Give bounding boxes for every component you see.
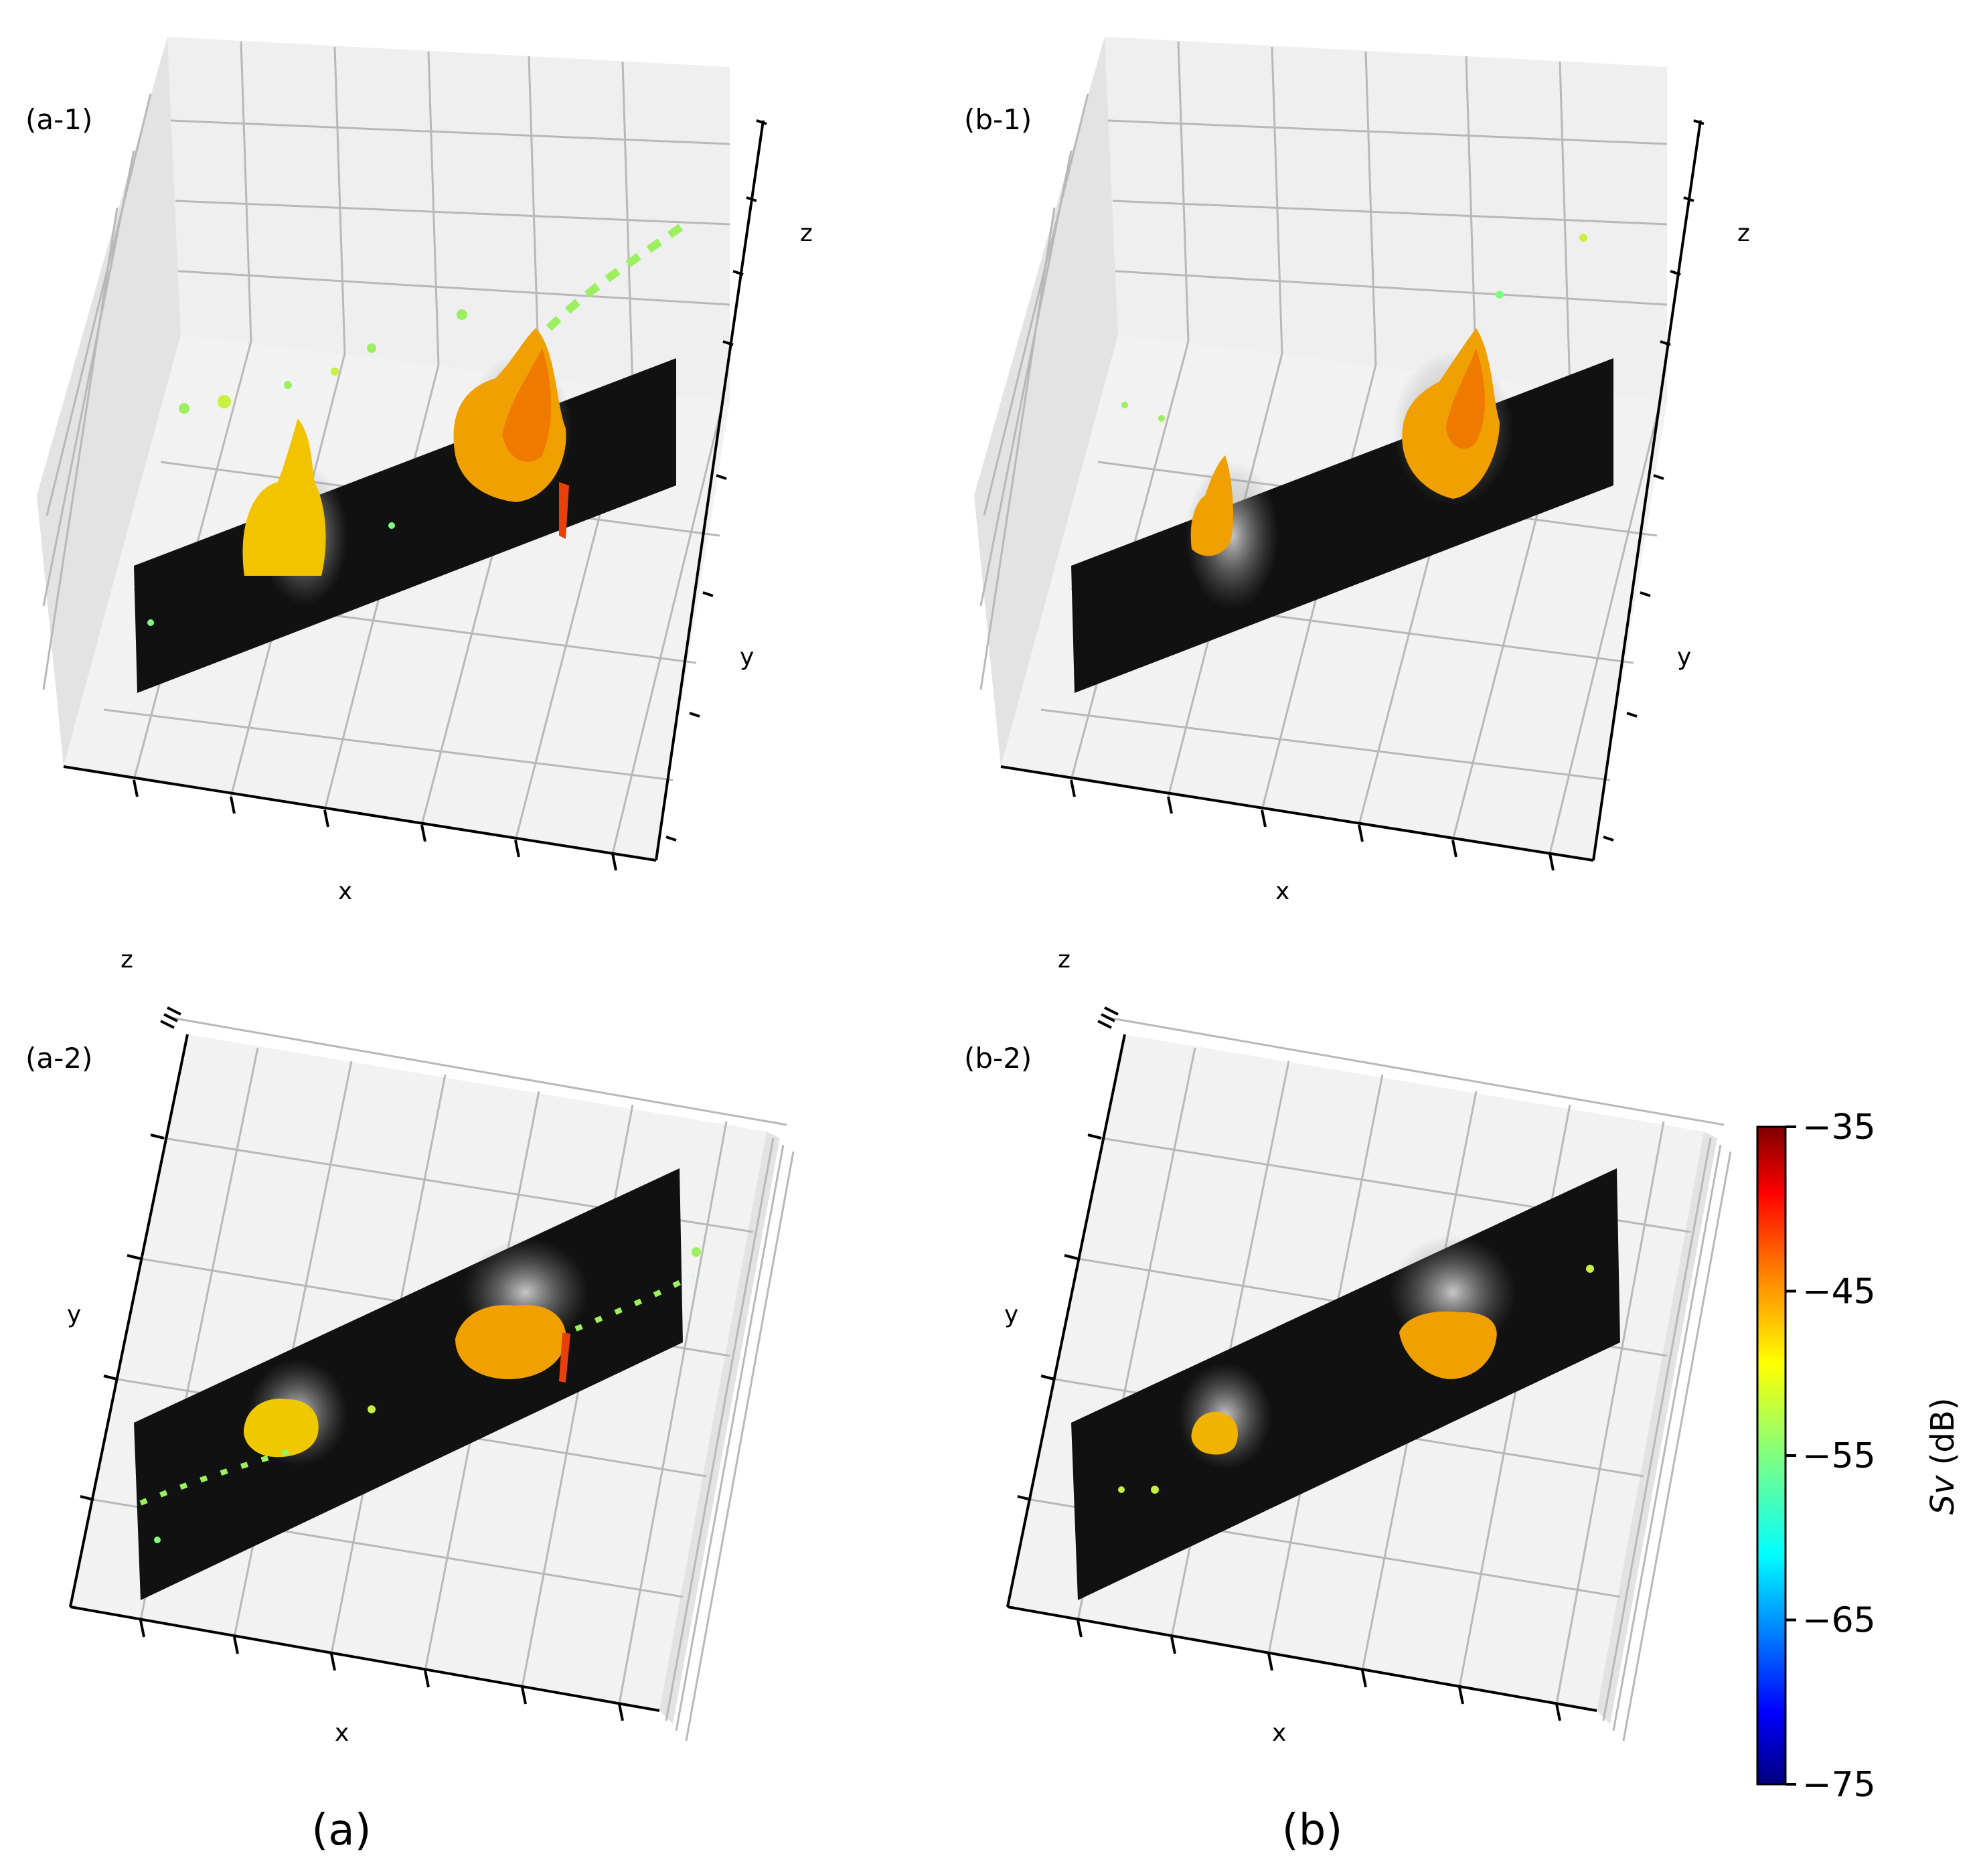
panel-b2-label: (b-2) bbox=[964, 1042, 1032, 1075]
panel-b1-left-pane bbox=[974, 37, 1118, 767]
group-label-a: (a) bbox=[311, 1806, 371, 1855]
panel-a1-left-pane bbox=[37, 37, 181, 767]
colorbar-ticks: −35 −45 −55 −65 −75 bbox=[1786, 1107, 1876, 1805]
panel-b1-school-1 bbox=[1190, 455, 1233, 556]
panel-b2-x-axis-label: x bbox=[1272, 1719, 1286, 1747]
panel-a1-school-1 bbox=[242, 418, 326, 576]
panel-a1-scatter-7 bbox=[147, 619, 154, 626]
colorbar-tick-label: −75 bbox=[1802, 1765, 1876, 1805]
panel-a1-school-2-core bbox=[502, 348, 552, 462]
panel-b1: (b-1) x y z bbox=[964, 37, 1750, 905]
colorbar-tick-label: −45 bbox=[1802, 1272, 1876, 1312]
panel-a1-scatter-6 bbox=[179, 403, 189, 414]
panel-a2-scatter-3 bbox=[154, 1537, 161, 1543]
panel-a2-y-axis-label: y bbox=[67, 1301, 81, 1328]
panel-a2-scatter-2 bbox=[368, 1405, 376, 1413]
panel-a1-red-streak bbox=[559, 482, 569, 539]
panel-b1-z-axis-label: z bbox=[1737, 220, 1750, 247]
panel-a2-red-streak bbox=[559, 1332, 570, 1383]
panel-a2-axis-lines bbox=[69, 1034, 660, 1712]
panel-a1-label: (a-1) bbox=[25, 103, 92, 136]
colorbar-tick-label: −55 bbox=[1802, 1436, 1876, 1476]
colorbar-tick-label: −65 bbox=[1802, 1601, 1876, 1641]
panel-b1-back-pane bbox=[1105, 37, 1667, 402]
group-label-b: (b) bbox=[1282, 1806, 1343, 1855]
panel-a1-scatter-4 bbox=[284, 381, 292, 389]
panel-a2-x-axis-label: x bbox=[335, 1719, 349, 1747]
panel-a2-scatter-1 bbox=[692, 1247, 701, 1257]
panel-b2-axis-lines bbox=[1006, 1034, 1597, 1712]
panel-a2-green-trail-2 bbox=[574, 1273, 694, 1332]
panel-b1-scatter-4 bbox=[1158, 415, 1165, 422]
colorbar-label: Sv (dB) bbox=[1924, 1398, 1962, 1515]
panel-b2-scatter-2 bbox=[1151, 1486, 1159, 1494]
panel-b2-ticks bbox=[1017, 1006, 1561, 1721]
panel-b1-label: (b-1) bbox=[964, 103, 1032, 136]
panel-b2-y-axis-label: y bbox=[1004, 1301, 1018, 1328]
panel-b1-axis-lines bbox=[1000, 120, 1702, 862]
panel-b2-school-1 bbox=[1191, 1411, 1238, 1455]
panel-a1-back-pane bbox=[167, 37, 730, 402]
panel-b2: (b-2) x y z bbox=[964, 946, 1732, 1747]
colorbar-label-italic: Sv bbox=[1924, 1475, 1962, 1514]
panel-a1-scatter-5 bbox=[218, 395, 231, 408]
panel-a1-scatter-1 bbox=[457, 309, 467, 320]
panel-a1-ticks bbox=[133, 119, 767, 871]
panel-a2-label: (a-2) bbox=[25, 1042, 92, 1075]
panel-a1-y-axis-label: y bbox=[740, 643, 754, 671]
panel-a1-axis-lines bbox=[63, 120, 765, 862]
panel-b1-scatter-1 bbox=[1579, 234, 1587, 242]
panel-a1-green-trail bbox=[546, 218, 692, 331]
panel-a1-scatter-8 bbox=[388, 522, 395, 529]
panel-a1-scatter-3 bbox=[331, 368, 339, 376]
panel-a2-school-2 bbox=[455, 1305, 566, 1379]
panel-b2-scatter-1 bbox=[1586, 1265, 1594, 1273]
panel-b1-school-2-core bbox=[1446, 348, 1486, 449]
colorbar-gradient bbox=[1756, 1125, 1787, 1786]
panel-a1-scatter-2 bbox=[367, 343, 376, 353]
panel-a2: (a-2) x y z bbox=[25, 946, 795, 1747]
panel-a2-z-axis-label: z bbox=[121, 946, 133, 973]
panel-a2-ticks bbox=[80, 1006, 624, 1721]
panel-b1-scatter-3 bbox=[1121, 402, 1128, 408]
panel-b1-y-axis-label: y bbox=[1677, 643, 1691, 671]
panel-b2-scatter-3 bbox=[1118, 1486, 1125, 1493]
panel-b2-z-axis-label: z bbox=[1058, 946, 1071, 973]
panel-a2-school-1 bbox=[244, 1399, 319, 1458]
panel-b1-x-axis-label: x bbox=[1275, 878, 1289, 905]
panel-a1-x-axis-label: x bbox=[338, 878, 352, 905]
panel-a1-z-axis-label: z bbox=[800, 220, 813, 247]
panel-b2-school-2 bbox=[1399, 1311, 1497, 1379]
colorbar-label-unit: (dB) bbox=[1924, 1398, 1962, 1476]
panel-b1-scatter-2 bbox=[1496, 291, 1504, 299]
panel-a1: (a-1) x y z bbox=[25, 37, 813, 905]
colorbar: −35 −45 −55 −65 −75 Sv (dB) bbox=[1756, 1107, 1962, 1805]
panel-b1-ticks bbox=[1070, 119, 1705, 871]
colorbar-tick-label: −35 bbox=[1802, 1107, 1876, 1148]
